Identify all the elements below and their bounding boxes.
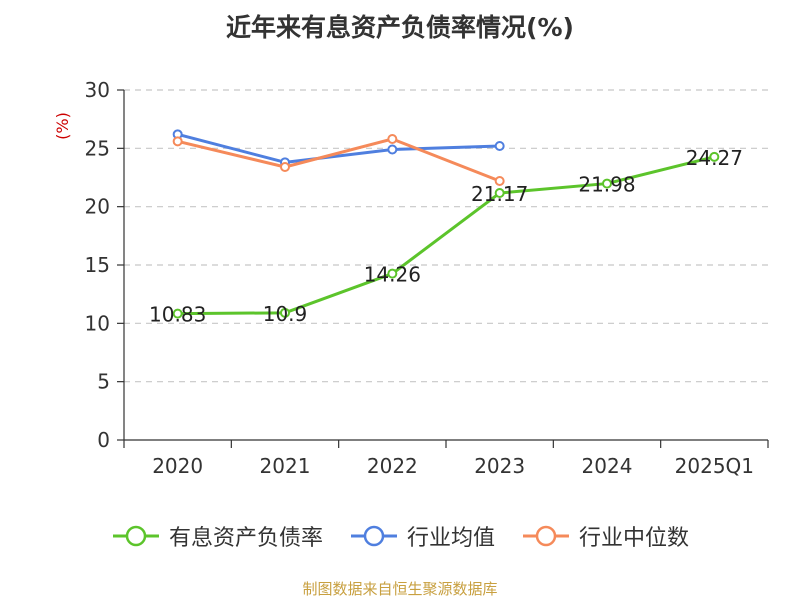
series-line xyxy=(177,155,715,316)
data-point xyxy=(494,141,505,151)
y-tick-label: 20 xyxy=(85,195,110,219)
y-tick-label: 30 xyxy=(85,78,110,102)
data-point xyxy=(172,308,183,319)
data-point xyxy=(602,178,612,189)
data-point xyxy=(280,307,290,318)
legend: 有息资产负债率 行业均值 行业中位数 xyxy=(0,520,800,552)
legend-label: 行业均值 xyxy=(406,526,495,551)
series-lines xyxy=(172,129,720,319)
x-tick-label: 2020 xyxy=(152,454,203,478)
legend-item[interactable]: 有息资产负债率 xyxy=(111,520,323,552)
data-label: 10.9 xyxy=(263,302,308,326)
source-note: 制图数据来自恒生聚源数据库 xyxy=(302,580,498,598)
data-point xyxy=(387,134,398,144)
data-point xyxy=(494,176,505,186)
x-tick-label: 2024 xyxy=(582,454,633,478)
data-label: 24.27 xyxy=(686,146,743,170)
axes: 0 5 10 15 20 25 30 2020 2021 2022 2023 2024 2025Q1 xyxy=(85,78,769,478)
grid-lines xyxy=(124,89,768,383)
y-tick-label: 5 xyxy=(97,370,110,394)
data-point xyxy=(494,188,505,199)
data-point xyxy=(387,268,398,279)
legend-label: 有息资产负债率 xyxy=(168,526,323,551)
legend-swatch-icon xyxy=(350,525,397,547)
data-point xyxy=(280,162,290,172)
legend-item[interactable]: 行业中位数 xyxy=(521,520,689,552)
x-tick-label: 2025Q1 xyxy=(675,454,754,478)
data-point xyxy=(172,136,183,147)
data-label: 14.26 xyxy=(364,263,421,287)
legend-swatch-icon xyxy=(112,525,159,547)
legend-item[interactable]: 行业均值 xyxy=(349,520,495,552)
data-point xyxy=(387,144,398,155)
data-labels: 10.83 10.9 14.26 21.17 21.98 24.27 xyxy=(149,146,743,327)
chart-title: 近年来有息资产负债率情况(%) xyxy=(226,13,574,42)
data-label: 10.83 xyxy=(149,303,206,327)
series-line xyxy=(177,137,501,183)
y-axis-label: (%) xyxy=(53,112,72,140)
y-tick-label: 25 xyxy=(85,136,110,160)
y-tick-label: 10 xyxy=(85,311,110,335)
x-tick-label: 2023 xyxy=(474,454,525,478)
y-tick-label: 15 xyxy=(85,253,110,277)
data-label: 21.17 xyxy=(471,182,528,206)
series-line xyxy=(177,132,500,164)
legend-swatch-icon xyxy=(523,525,569,547)
data-point xyxy=(709,151,720,162)
legend-label: 行业中位数 xyxy=(579,526,690,551)
data-label: 21.98 xyxy=(578,173,635,197)
x-tick-label: 2022 xyxy=(367,454,418,478)
x-tick-label: 2021 xyxy=(260,454,311,478)
y-tick-label: 0 xyxy=(97,428,110,452)
